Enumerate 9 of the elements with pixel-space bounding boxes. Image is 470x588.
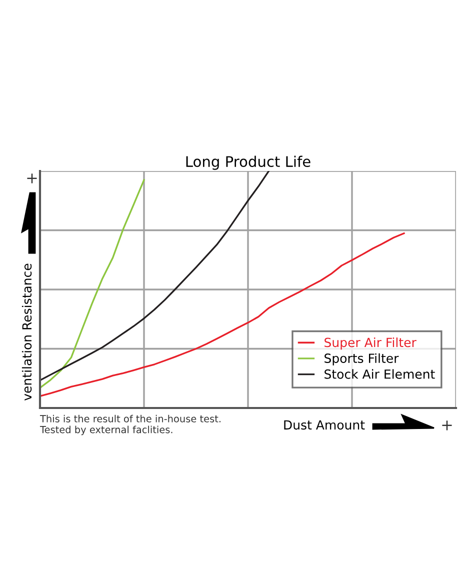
- legend-label: Super Air Filter: [324, 337, 416, 350]
- legend-label: Stock Air Element: [324, 369, 435, 379]
- x-axis-title: Dust Amount: [284, 420, 365, 430]
- text: +: [442, 420, 452, 430]
- chart-title: Long Product Life: [186, 156, 310, 170]
- legend-label: Sports Filter: [324, 353, 399, 366]
- text: This is the result of the in-house test. Tested by external faclities.: [40, 414, 220, 436]
- text: +: [27, 174, 37, 184]
- y-axis-title: ventilation Resistance: [22, 264, 32, 401]
